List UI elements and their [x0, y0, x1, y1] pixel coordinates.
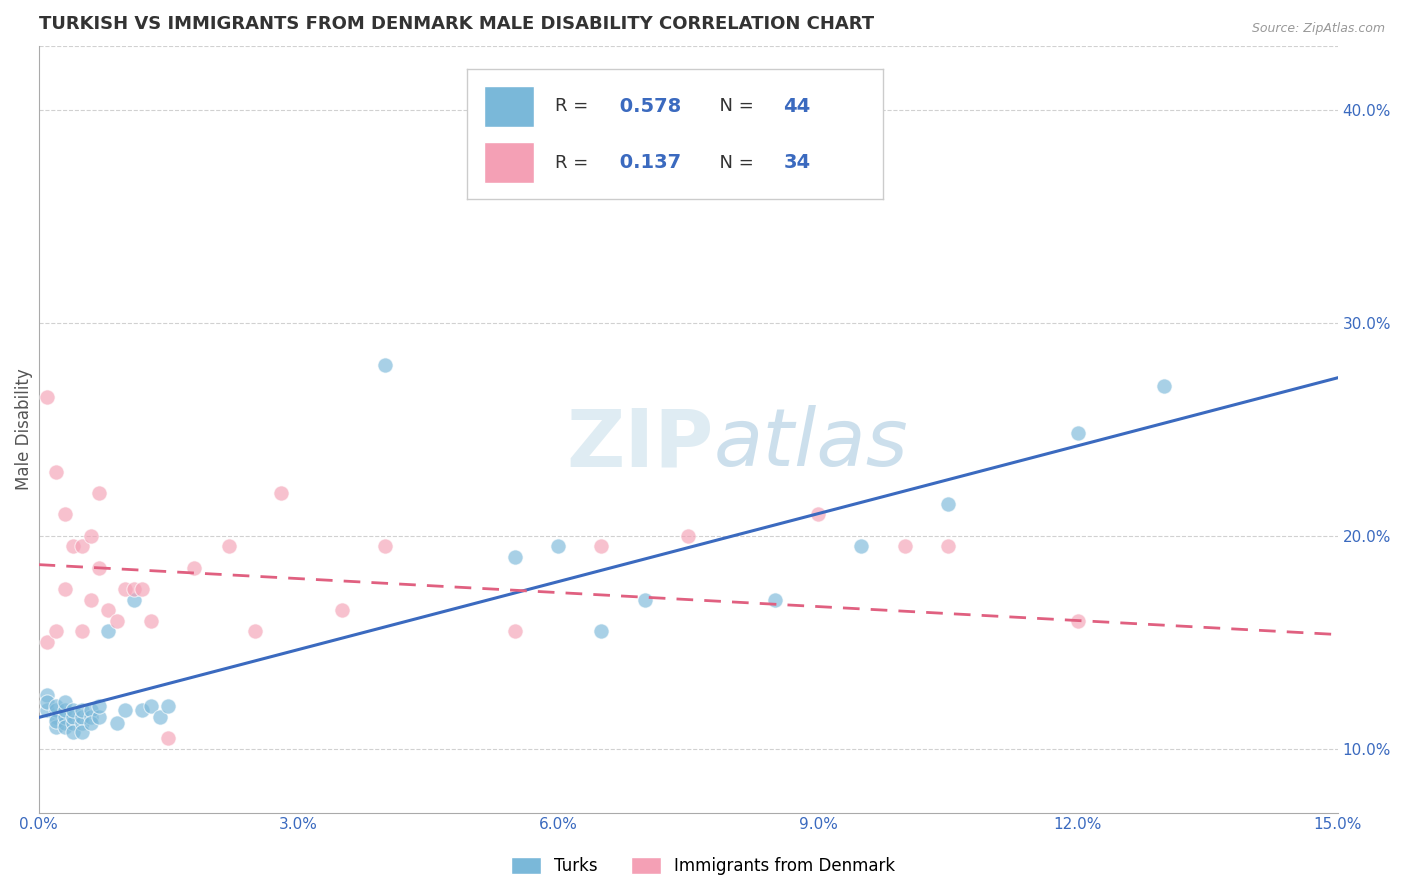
Point — [62, 724, 84, 739]
Point — [114, 703, 136, 717]
Point — [97, 603, 120, 617]
Point — [374, 539, 396, 553]
Point — [243, 624, 266, 639]
Point — [53, 709, 76, 723]
Point — [547, 539, 569, 553]
Text: Source: ZipAtlas.com: Source: ZipAtlas.com — [1251, 22, 1385, 36]
Point — [676, 528, 699, 542]
Point — [37, 390, 59, 404]
Point — [936, 497, 959, 511]
Point — [763, 592, 786, 607]
Point — [105, 614, 128, 628]
Text: TURKISH VS IMMIGRANTS FROM DENMARK MALE DISABILITY CORRELATION CHART: TURKISH VS IMMIGRANTS FROM DENMARK MALE … — [38, 15, 873, 33]
Point — [53, 508, 76, 522]
Point — [131, 582, 153, 596]
Point — [893, 539, 915, 553]
Legend: Turks, Immigrants from Denmark: Turks, Immigrants from Denmark — [502, 849, 904, 884]
Point — [62, 539, 84, 553]
Point — [53, 695, 76, 709]
Point — [122, 592, 145, 607]
Point — [1067, 426, 1090, 441]
Point — [270, 486, 292, 500]
Point — [218, 539, 240, 553]
Point — [70, 624, 93, 639]
Point — [330, 603, 353, 617]
Point — [936, 539, 959, 553]
Point — [37, 703, 59, 717]
Point — [45, 624, 67, 639]
Point — [157, 699, 180, 714]
Point — [45, 465, 67, 479]
Point — [591, 624, 613, 639]
Point — [45, 709, 67, 723]
Point — [62, 716, 84, 731]
Point — [62, 709, 84, 723]
Point — [114, 582, 136, 596]
Point — [79, 709, 101, 723]
Point — [79, 528, 101, 542]
Point — [37, 635, 59, 649]
Point — [89, 709, 111, 723]
Point — [97, 624, 120, 639]
Point — [53, 703, 76, 717]
Point — [139, 614, 162, 628]
Point — [79, 592, 101, 607]
Point — [139, 699, 162, 714]
Y-axis label: Male Disability: Male Disability — [15, 368, 32, 490]
Text: ZIP: ZIP — [567, 406, 714, 483]
Point — [149, 709, 172, 723]
Point — [591, 539, 613, 553]
Point — [53, 716, 76, 731]
Point — [53, 582, 76, 596]
Point — [53, 720, 76, 734]
Point — [70, 709, 93, 723]
Point — [45, 720, 67, 734]
Point — [70, 539, 93, 553]
Point — [374, 358, 396, 372]
Point — [157, 731, 180, 745]
Point — [851, 539, 873, 553]
Point — [183, 560, 205, 574]
Point — [89, 560, 111, 574]
Point — [79, 703, 101, 717]
Point — [45, 714, 67, 728]
Point — [503, 549, 526, 564]
Point — [131, 703, 153, 717]
Point — [37, 695, 59, 709]
Point — [62, 703, 84, 717]
Point — [122, 582, 145, 596]
Point — [70, 724, 93, 739]
Point — [105, 716, 128, 731]
Point — [45, 699, 67, 714]
Point — [634, 592, 657, 607]
Point — [807, 508, 830, 522]
Point — [1153, 816, 1175, 830]
Point — [37, 689, 59, 703]
Point — [1067, 614, 1090, 628]
Text: atlas: atlas — [714, 406, 908, 483]
Point — [79, 716, 101, 731]
Point — [89, 486, 111, 500]
Point — [503, 624, 526, 639]
Point — [89, 699, 111, 714]
Point — [70, 716, 93, 731]
Point — [1153, 379, 1175, 393]
Point — [45, 703, 67, 717]
Point — [70, 703, 93, 717]
